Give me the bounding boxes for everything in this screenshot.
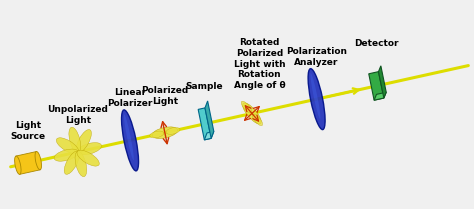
Polygon shape: [374, 92, 386, 100]
Ellipse shape: [15, 156, 21, 174]
Ellipse shape: [124, 114, 134, 160]
Ellipse shape: [121, 110, 138, 171]
Text: Sample: Sample: [186, 82, 223, 91]
Ellipse shape: [77, 143, 101, 155]
Ellipse shape: [308, 69, 325, 130]
Ellipse shape: [64, 151, 80, 174]
Polygon shape: [204, 131, 214, 140]
Text: Polarized
Light: Polarized Light: [141, 86, 189, 106]
Polygon shape: [378, 66, 386, 98]
Text: Unpolarized
Light: Unpolarized Light: [47, 105, 108, 125]
Polygon shape: [205, 101, 214, 138]
Text: Rotated
Polarized
Light with
Rotation
Angle of θ: Rotated Polarized Light with Rotation An…: [234, 38, 285, 90]
Ellipse shape: [152, 127, 178, 139]
Ellipse shape: [69, 127, 81, 153]
Text: Linear
Polarizer: Linear Polarizer: [107, 88, 153, 108]
Ellipse shape: [54, 149, 79, 161]
Ellipse shape: [241, 101, 252, 113]
Ellipse shape: [252, 114, 263, 126]
Ellipse shape: [243, 103, 261, 124]
Ellipse shape: [310, 73, 320, 119]
Text: Light
Source: Light Source: [10, 121, 46, 141]
Ellipse shape: [35, 152, 42, 170]
Ellipse shape: [56, 138, 79, 154]
Ellipse shape: [77, 150, 99, 166]
Ellipse shape: [150, 131, 164, 138]
Text: Polarization
Analyzer: Polarization Analyzer: [286, 47, 347, 67]
Polygon shape: [198, 108, 211, 140]
Polygon shape: [16, 152, 40, 174]
Ellipse shape: [166, 127, 180, 134]
Polygon shape: [369, 72, 384, 100]
Text: Detector: Detector: [354, 39, 399, 48]
Ellipse shape: [75, 151, 87, 177]
Ellipse shape: [76, 130, 91, 153]
